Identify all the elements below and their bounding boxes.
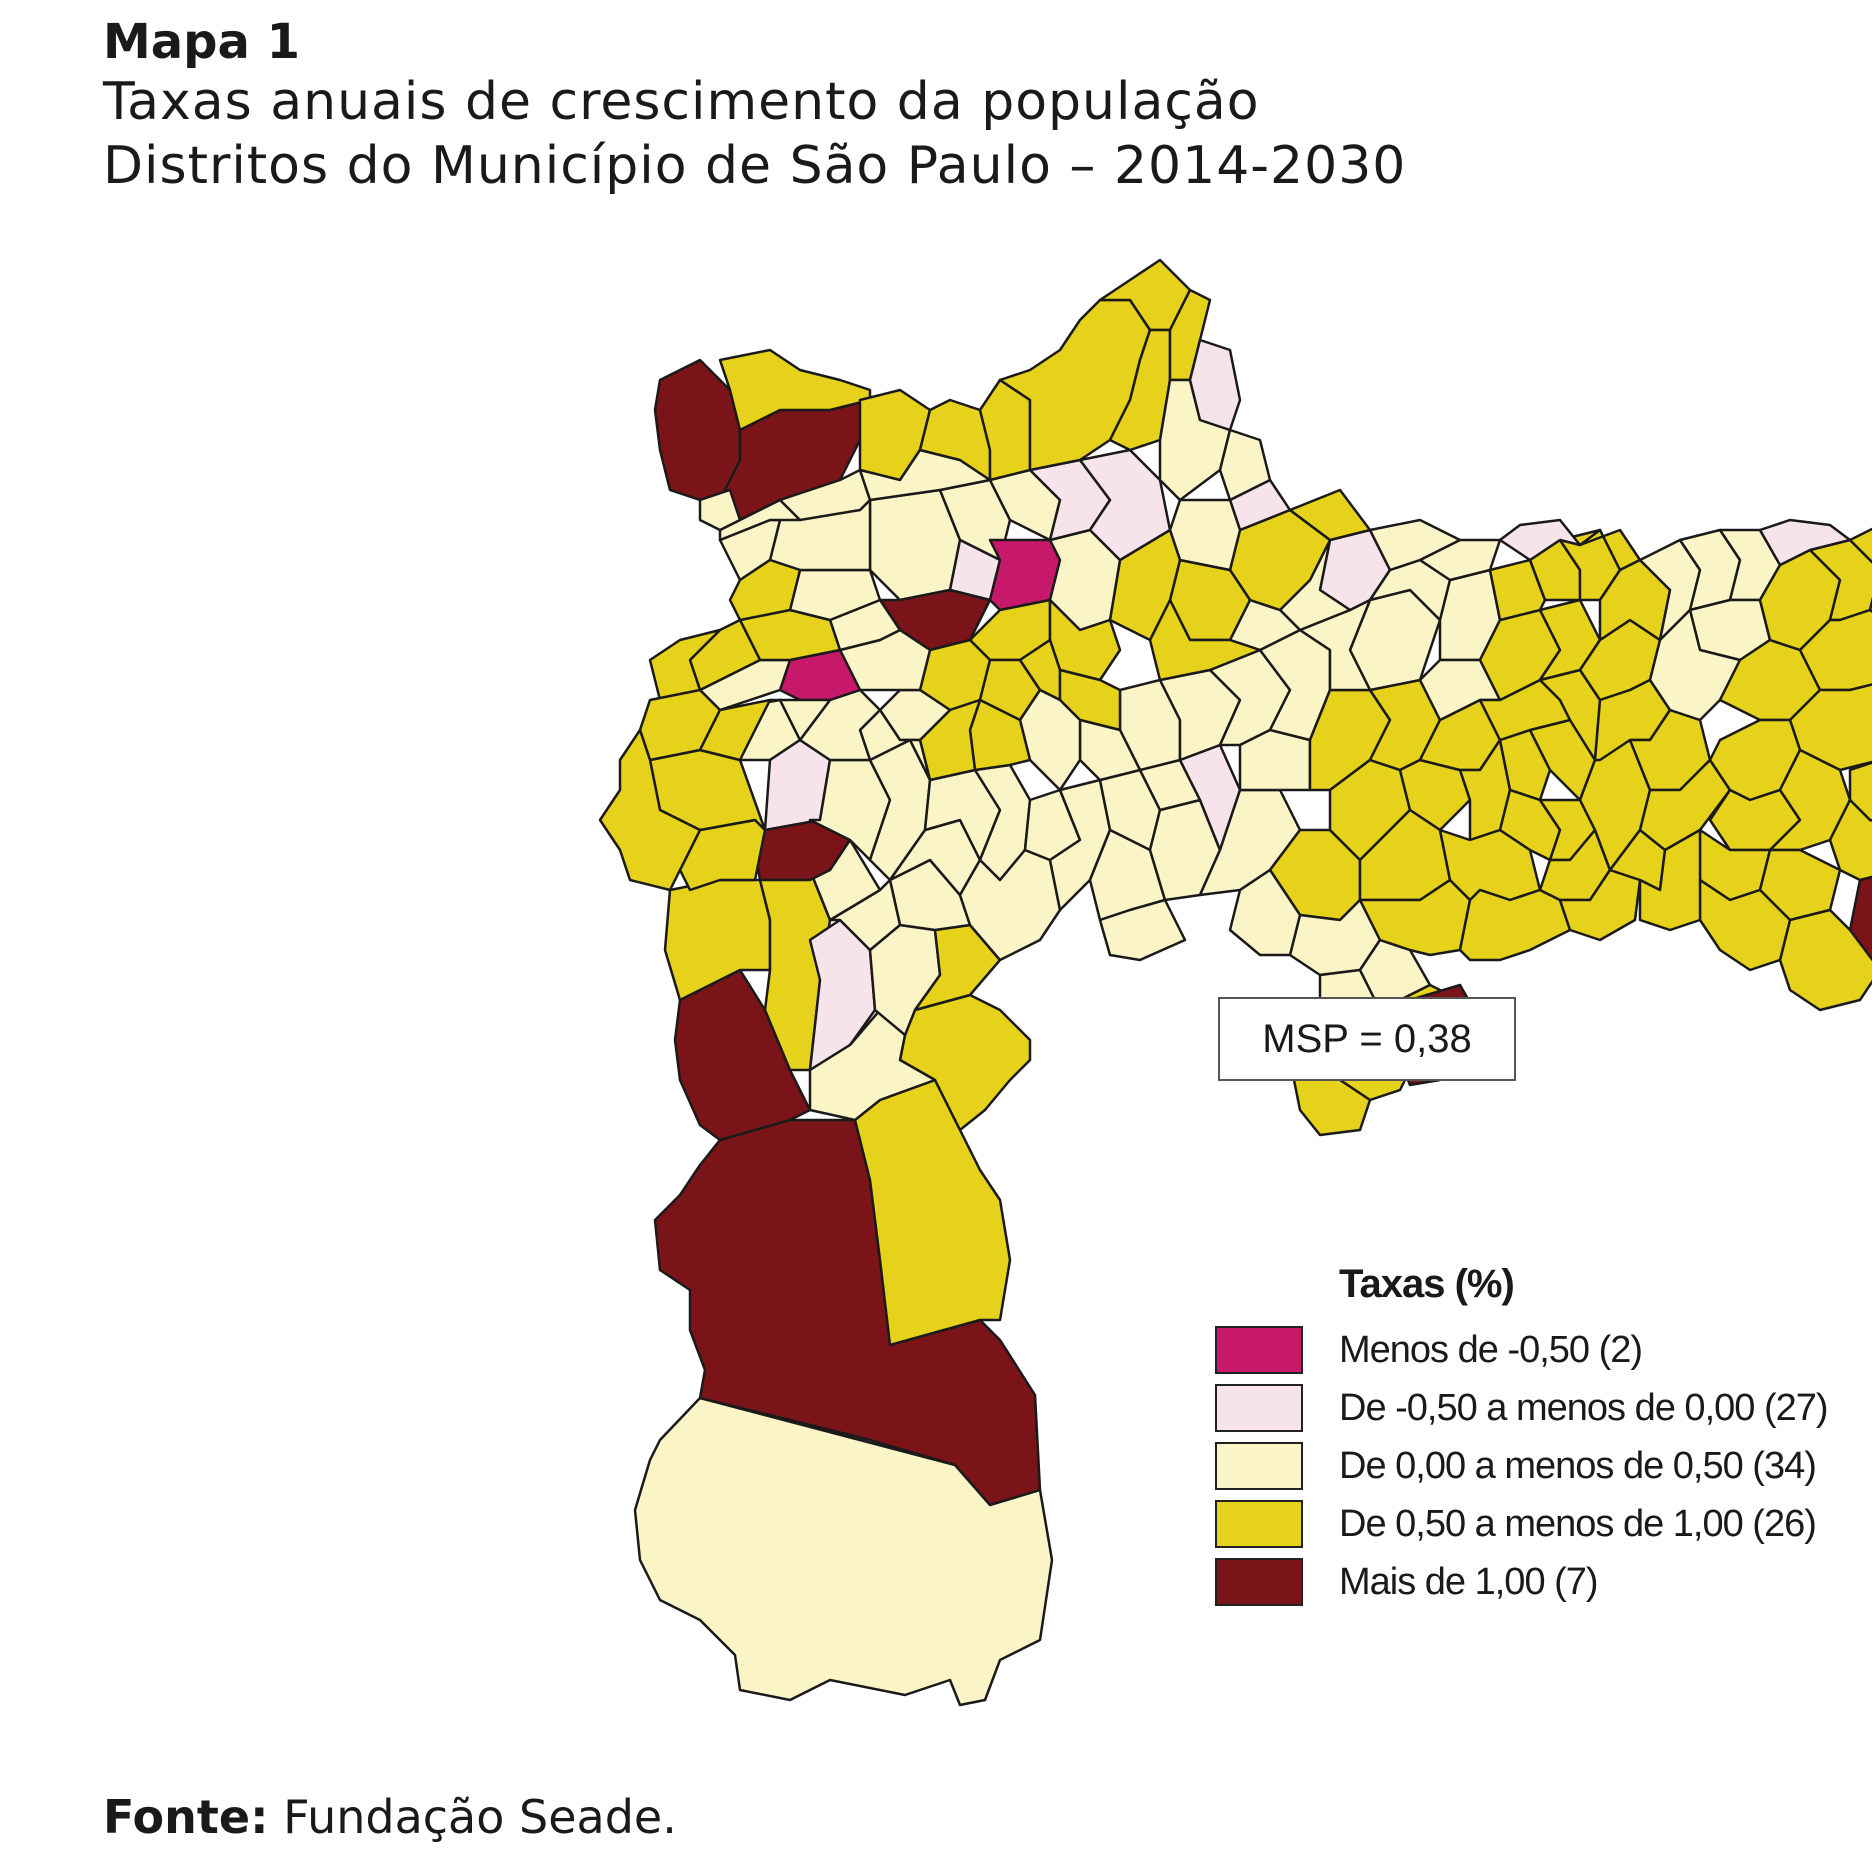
msp-average-box: MSP = 0,38: [1218, 997, 1516, 1081]
district-eastmost-6: [1558, 868, 1642, 942]
legend-swatch: [1215, 1558, 1303, 1606]
legend-swatch: [1215, 1384, 1303, 1432]
district-guaianases: [1228, 868, 1302, 957]
map-label: Mapa 1: [103, 14, 301, 70]
legend-label: De 0,50 a menos de 1,00 (26): [1339, 1502, 1817, 1545]
source-label: Fonte:: [103, 1790, 269, 1844]
district-far-east-yellow-13: [1638, 828, 1702, 932]
legend-label: Menos de -0,50 (2): [1339, 1328, 1643, 1371]
legend-item: De 0,00 a menos de 0,50 (34): [1215, 1437, 1855, 1495]
legend-item: Menos de -0,50 (2): [1215, 1321, 1855, 1379]
district-north-ne-light-2: [1218, 428, 1272, 502]
district-far-east-yellow-12: [1698, 878, 1792, 972]
district-jardim-angela: [673, 968, 812, 1142]
subtitle-line-2: Distritos do Município de São Paulo – 20…: [103, 136, 1407, 196]
source-text: Fundação Seade.: [268, 1790, 677, 1844]
district-pinheiros: [798, 688, 882, 762]
legend-item: Mais de 1,00 (7): [1215, 1553, 1855, 1611]
district-perus-yellow: [728, 558, 802, 622]
legend-swatch: [1215, 1442, 1303, 1490]
legend: Taxas (%) Menos de -0,50 (2) De -0,50 a …: [1215, 1262, 1855, 1611]
legend-swatch: [1215, 1500, 1303, 1548]
district-south-parelheiros: [633, 1396, 1054, 1707]
district-far-east-yellow-11: [1778, 908, 1872, 1012]
legend-label: Mais de 1,00 (7): [1339, 1560, 1599, 1603]
legend-item: De -0,50 a menos de 0,00 (27): [1215, 1379, 1855, 1437]
district-far-east-yellow-7: [1828, 798, 1872, 882]
title-block: Mapa 1 Taxas anuais de crescimento da po…: [103, 14, 1406, 198]
legend-label: De 0,00 a menos de 0,50 (34): [1339, 1444, 1817, 1487]
district-sao-rafael: [1098, 898, 1187, 962]
district-east-bright-4: [1638, 758, 1732, 852]
legend-swatch: [1215, 1326, 1303, 1374]
district-lajeado-east: [1458, 888, 1572, 962]
district-yellow-w2: [598, 728, 702, 892]
district-ne-8: [1368, 518, 1462, 572]
district-jardim-sao-luis: [663, 878, 772, 1002]
district-tucuruvi: [1148, 598, 1262, 682]
district-far-east-11: [1848, 527, 1872, 564]
district-yellow-w1: [698, 698, 772, 762]
district-ermelino: [1238, 728, 1312, 792]
district-far-east-10: [1758, 518, 1852, 567]
district-vila-medeiros: [1288, 488, 1372, 542]
district-east-pink-a: [1498, 518, 1582, 562]
district-sao-domingos-light: [698, 488, 742, 532]
legend-item: De 0,50 a menos de 1,00 (26): [1215, 1495, 1855, 1553]
subtitle-line-1: Taxas anuais de crescimento da população: [103, 72, 1260, 132]
district-socorro: [808, 1008, 937, 1122]
source-note: Fonte: Fundação Seade.: [103, 1790, 677, 1844]
district-east-yellow-g: [1488, 558, 1547, 622]
district-north-ne-pink: [1188, 338, 1242, 432]
legend-title: Taxas (%): [1339, 1262, 1515, 1306]
district-tremembe-pink: [1078, 448, 1172, 562]
legend-label: De -0,50 a menos de 0,00 (27): [1339, 1386, 1829, 1429]
district-cambuci: [1018, 688, 1082, 792]
